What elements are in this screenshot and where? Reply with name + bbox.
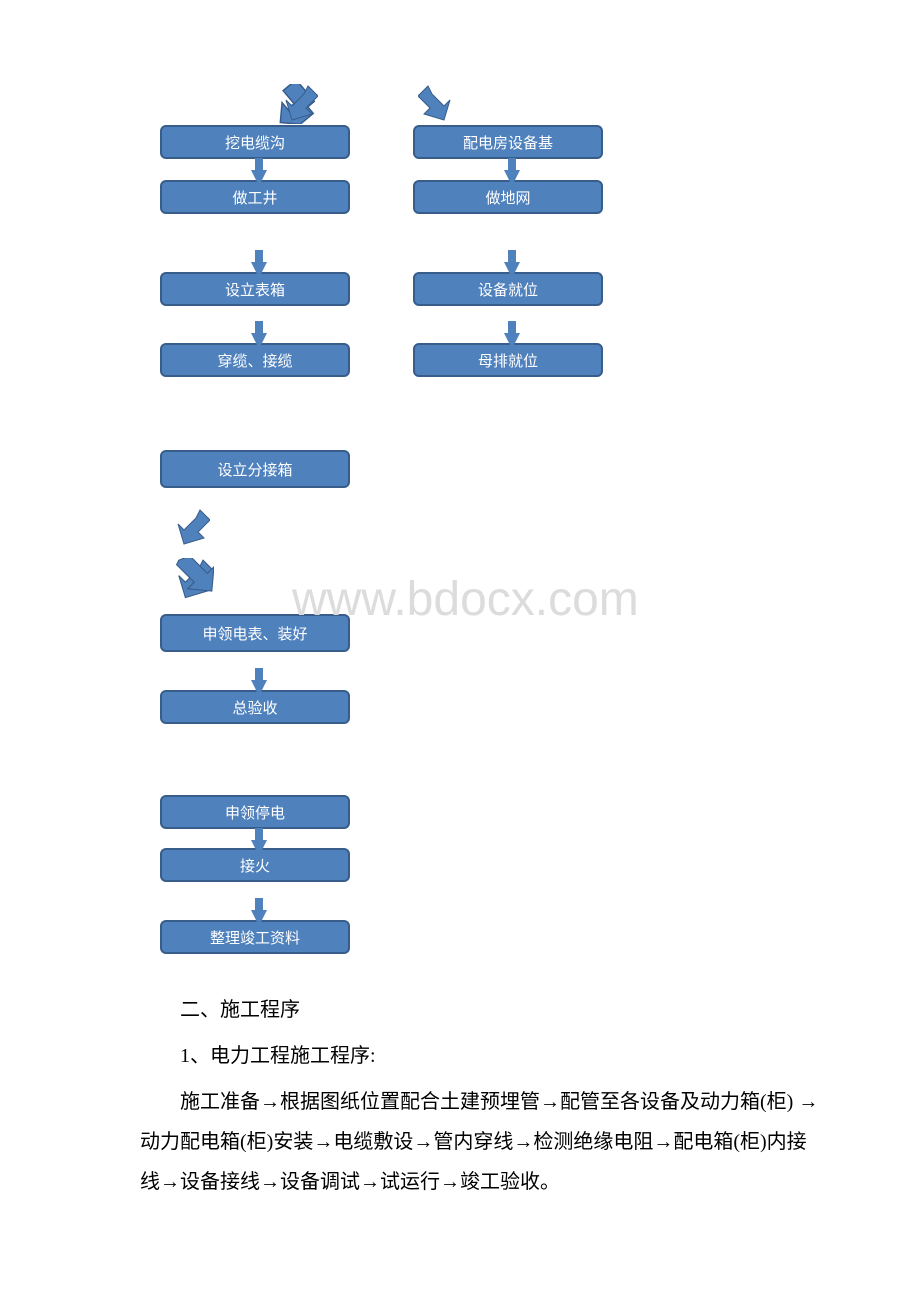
section-heading: 二、施工程序 [140,990,820,1030]
arrow-diag-2 [418,84,458,124]
box-label: 配电房设备基 [463,132,553,153]
box-label: 总验收 [232,697,277,718]
box-label: 做工井 [232,187,277,208]
box-label: 设备就位 [478,279,538,300]
box-label: 整理竣工资料 [210,927,300,948]
subsection-heading: 1、电力工程施工程序: [140,1036,820,1076]
flow-box-apply-outage: 申领停电 [160,795,350,829]
flow-box-apply-meter: 申领电表、装好 [160,614,350,652]
box-label: 穿缆、接缆 [217,350,292,371]
box-label: 设立分接箱 [217,459,292,480]
flow-box-dig-cable-trench: 挖电缆沟 [160,125,350,159]
down-arrow-icon [251,680,267,696]
box-label: 挖电缆沟 [225,132,285,153]
arrow-diag-1 [278,84,318,124]
body-paragraph: 施工准备→根据图纸位置配合土建预埋管→配管至各设备及动力箱(柜) →动力配电箱(… [140,1082,820,1202]
box-label: 申领电表、装好 [202,623,307,644]
box-label: 申领停电 [225,802,285,823]
down-arrow-icon [504,262,520,278]
down-arrow-icon [504,333,520,349]
box-label: 设立表箱 [225,279,285,300]
body-text-section: 二、施工程序 1、电力工程施工程序: 施工准备→根据图纸位置配合土建预埋管→配管… [0,990,920,1202]
box-label: 接火 [240,855,270,876]
down-arrow-icon [251,170,267,186]
box-label: 母排就位 [478,350,538,371]
box-label: 做地网 [485,187,530,208]
down-arrow-icon [251,840,267,856]
down-arrow-icon [251,910,267,926]
down-arrow-icon [504,170,520,186]
flow-box-distribution-base: 配电房设备基 [413,125,603,159]
down-arrow-icon [251,333,267,349]
flowchart-diagram: 挖电缆沟 做工井 设立表箱 穿缆、接缆 设立分接箱 申领电表、装好 总验收 申领… [0,0,920,990]
flow-box-branch-box: 设立分接箱 [160,450,350,488]
down-arrow-icon [251,262,267,278]
arrow-diag-4 [170,558,214,602]
arrow-diag-3 [170,508,210,548]
